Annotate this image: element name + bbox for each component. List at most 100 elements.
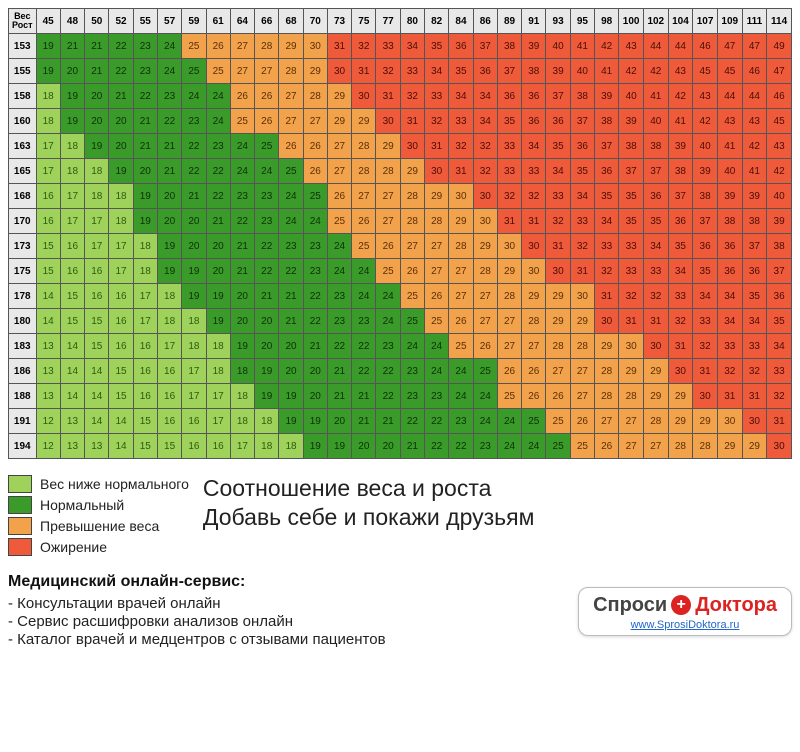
bmi-cell: 35 [619, 209, 644, 234]
bmi-cell: 25 [522, 409, 546, 434]
bmi-cell: 43 [693, 84, 718, 109]
bmi-cell: 20 [279, 359, 303, 384]
bmi-cell: 34 [668, 259, 693, 284]
bmi-cell: 16 [109, 309, 133, 334]
bmi-cell: 31 [767, 409, 792, 434]
bmi-cell: 21 [400, 434, 424, 459]
bmi-cell: 30 [376, 109, 400, 134]
weight-header: 95 [570, 9, 594, 34]
bmi-cell: 32 [352, 34, 376, 59]
bmi-cell: 13 [36, 359, 60, 384]
bmi-cell: 17 [206, 384, 230, 409]
bmi-cell: 21 [157, 159, 181, 184]
bmi-cell: 34 [643, 234, 668, 259]
bmi-cell: 13 [60, 434, 84, 459]
bmi-cell: 22 [182, 159, 206, 184]
bmi-cell: 38 [742, 209, 767, 234]
bmi-cell: 27 [327, 159, 351, 184]
bmi-cell: 22 [109, 34, 133, 59]
bmi-cell: 39 [742, 184, 767, 209]
bmi-cell: 30 [717, 409, 742, 434]
services-line: - Консультации врачей онлайн [8, 595, 386, 612]
bmi-cell: 34 [717, 284, 742, 309]
brand-url[interactable]: www.SprosiDoktora.ru [593, 619, 777, 631]
bmi-cell: 33 [449, 109, 473, 134]
bmi-cell: 23 [425, 384, 449, 409]
weight-header: 93 [546, 9, 570, 34]
bmi-cell: 38 [643, 134, 668, 159]
bmi-cell: 31 [619, 309, 644, 334]
bmi-cell: 32 [400, 84, 424, 109]
bmi-cell: 22 [206, 159, 230, 184]
bmi-cell: 32 [522, 184, 546, 209]
bmi-cell: 27 [376, 184, 400, 209]
bmi-cell: 15 [60, 284, 84, 309]
bmi-cell: 26 [327, 184, 351, 209]
bmi-cell: 27 [595, 409, 619, 434]
bmi-cell: 22 [400, 409, 424, 434]
bmi-cell: 21 [279, 309, 303, 334]
bmi-cell: 23 [449, 409, 473, 434]
bmi-cell: 18 [85, 184, 109, 209]
bmi-cell: 16 [36, 184, 60, 209]
bmi-cell: 22 [133, 84, 157, 109]
bmi-cell: 34 [449, 84, 473, 109]
weight-header: 82 [425, 9, 449, 34]
bmi-cell: 19 [85, 134, 109, 159]
bmi-cell: 20 [133, 159, 157, 184]
bmi-cell: 42 [643, 59, 668, 84]
bmi-cell: 30 [473, 209, 497, 234]
height-header: 163 [9, 134, 37, 159]
bmi-cell: 31 [376, 84, 400, 109]
bmi-cell: 19 [133, 184, 157, 209]
bmi-cell: 26 [449, 309, 473, 334]
bmi-cell: 17 [85, 234, 109, 259]
bmi-cell: 34 [400, 34, 424, 59]
height-header: 183 [9, 334, 37, 359]
bmi-cell: 18 [279, 434, 303, 459]
bmi-cell: 39 [693, 159, 718, 184]
bmi-cell: 44 [717, 84, 742, 109]
legend: Вес ниже нормальногоНормальныйПревышение… [8, 472, 189, 559]
bmi-cell: 21 [255, 284, 279, 309]
bmi-cell: 34 [767, 334, 792, 359]
bmi-cell: 24 [425, 334, 449, 359]
bmi-cell: 25 [497, 384, 521, 409]
bmi-cell: 31 [400, 109, 424, 134]
brand-badge[interactable]: Спроси + Доктора www.SprosiDoktora.ru [578, 587, 792, 636]
medical-cross-icon: + [671, 595, 691, 615]
bmi-cell: 46 [693, 34, 718, 59]
bmi-cell: 41 [742, 159, 767, 184]
weight-header: 73 [327, 9, 351, 34]
bmi-cell: 25 [327, 209, 351, 234]
bmi-cell: 27 [643, 434, 668, 459]
bmi-cell: 37 [595, 134, 619, 159]
bmi-cell: 25 [255, 134, 279, 159]
bmi-cell: 13 [85, 434, 109, 459]
bmi-cell: 15 [85, 309, 109, 334]
weight-header: 55 [133, 9, 157, 34]
bmi-cell: 33 [570, 209, 594, 234]
bmi-cell: 28 [303, 84, 327, 109]
bmi-cell: 31 [425, 134, 449, 159]
bmi-cell: 18 [60, 159, 84, 184]
bmi-cell: 45 [717, 59, 742, 84]
bmi-cell: 22 [206, 184, 230, 209]
bmi-cell: 43 [619, 34, 644, 59]
bmi-cell: 17 [36, 134, 60, 159]
bmi-cell: 26 [230, 84, 254, 109]
bmi-cell: 32 [619, 284, 644, 309]
bmi-cell: 30 [643, 334, 668, 359]
bmi-cell: 35 [546, 134, 570, 159]
bmi-cell: 12 [36, 434, 60, 459]
bmi-cell: 29 [376, 134, 400, 159]
bmi-cell: 26 [206, 34, 230, 59]
bmi-cell: 25 [206, 59, 230, 84]
bmi-cell: 28 [522, 309, 546, 334]
bmi-cell: 25 [352, 234, 376, 259]
bmi-cell: 16 [85, 284, 109, 309]
bmi-cell: 20 [85, 84, 109, 109]
bmi-cell: 23 [255, 209, 279, 234]
bmi-cell: 36 [473, 59, 497, 84]
height-header: 191 [9, 409, 37, 434]
